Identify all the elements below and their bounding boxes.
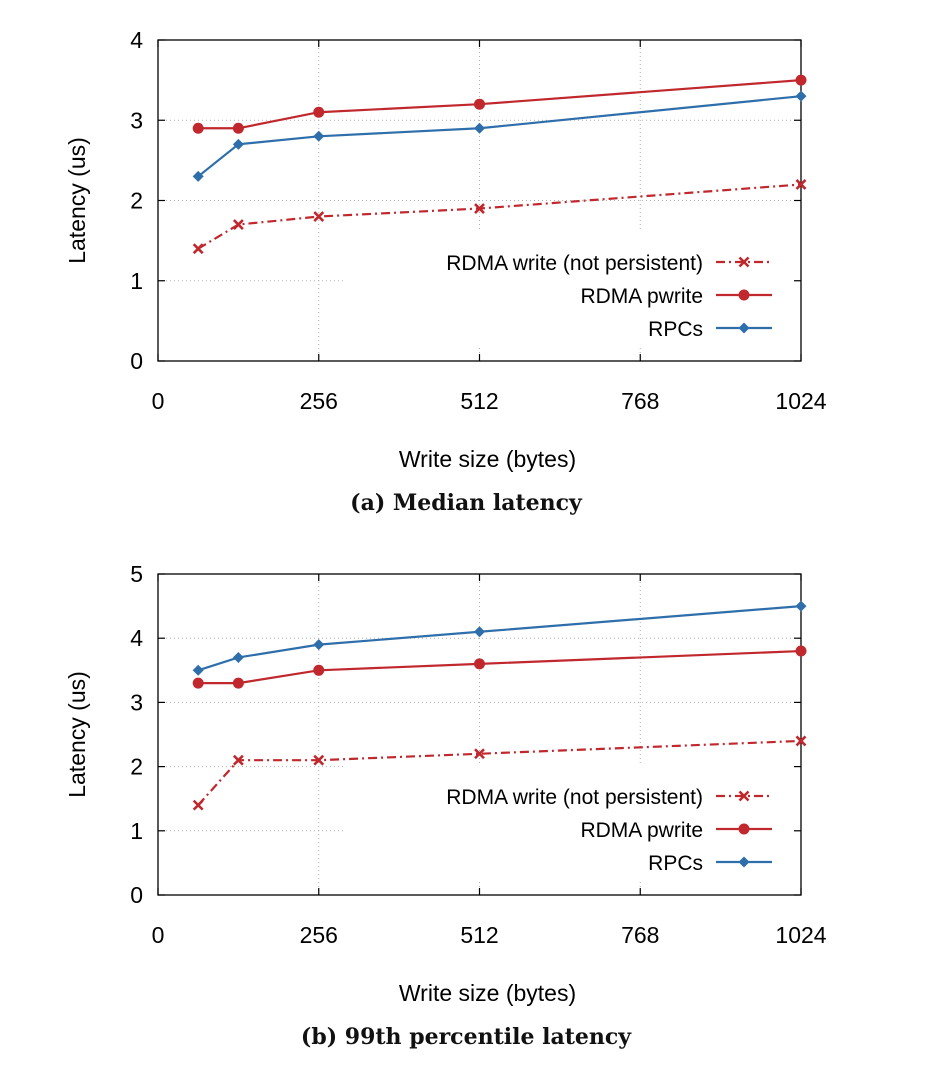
- chart0-series-line-rpcs: [197, 95, 802, 178]
- chart1-point-rpcs: [232, 651, 244, 663]
- chart0-point-rpcs: [313, 130, 325, 142]
- chart0-point-rpcs: [474, 122, 485, 134]
- chart0-legend-label-rdma-write-not-persistent: RDMA write (not persistent): [446, 252, 703, 275]
- chart1-point-rdma-pwrite: [795, 645, 807, 657]
- chart-median-latency: 0 256 512 768 1024 0 1 2 3 4 Write size (bytes) Lat…: [0, 0, 932, 530]
- chart1-legend-marker-rpcs: [738, 856, 750, 868]
- chart1-y-tick-label: 4: [130, 625, 143, 651]
- chart0-x-axis-label: Write size (bytes): [399, 446, 576, 472]
- chart0-point-rdma-pwrite: [232, 122, 244, 134]
- chart0-point-rdma-pwrite: [795, 74, 807, 86]
- chart0-point-rdma-write-not-persistent: [313, 211, 325, 222]
- chart1-point-rpcs: [313, 639, 325, 651]
- chart1-point-rpcs: [192, 664, 204, 676]
- chart0-point-rpcs: [795, 90, 807, 102]
- chart1-series-line-rdma-pwrite: [198, 649, 802, 685]
- chart0-point-rdma-pwrite: [474, 98, 485, 110]
- chart0-x-tick-label: 512: [460, 388, 498, 414]
- chart0-y-tick-label: 3: [130, 107, 143, 133]
- chart0-legend-label-rpcs: RPCs: [648, 318, 703, 341]
- chart1-point-rdma-write-not-persistent: [795, 735, 807, 747]
- chart1-y-tick-label: 2: [130, 754, 143, 780]
- chart1-x-tick-label: 512: [460, 922, 498, 948]
- chart0-legend-marker-rdma-write-not-persistent: [738, 256, 750, 268]
- chart1-legend-marker-rdma-pwrite: [738, 823, 750, 835]
- chart-median-latency-plot: 0 256 512 768 1024 0 1 2 3 4 Write size (bytes) Lat…: [64, 27, 827, 472]
- chart1-point-rpcs: [474, 626, 485, 638]
- chart1-y-tick-label: 1: [130, 818, 143, 844]
- chart1-legend-marker-rdma-write-not-persistent: [738, 790, 750, 802]
- chart0-x-tick-label: 0: [152, 388, 165, 414]
- chart0-legend-label-rdma-pwrite: RDMA pwrite: [580, 285, 703, 308]
- chart1-y-tick-label: 3: [130, 689, 143, 715]
- chart0-x-tick-label: 768: [621, 388, 659, 414]
- chart1-legend-label-rdma-write-not-persistent: RDMA write (not persistent): [446, 786, 703, 809]
- chart0-y-tick-label: 1: [130, 268, 143, 294]
- chart1-x-axis-label: Write size (bytes): [399, 980, 576, 1006]
- chart0-point-rdma-write-not-persistent: [232, 219, 244, 230]
- chart0-x-tick-label: 256: [300, 388, 338, 414]
- chart-99th-percentile-latency-plot: 0 256 512 768 1024 0 1 2 3 4 5 Write size (bytes) La…: [64, 561, 827, 1006]
- chart1-x-tick-label: 0: [152, 922, 165, 948]
- chart1-point-rdma-pwrite: [192, 677, 204, 689]
- chart1-x-tick-label: 1024: [775, 922, 826, 948]
- chart1-point-rdma-write-not-persistent: [192, 799, 204, 811]
- chart0-point-rdma-pwrite: [192, 122, 204, 134]
- chart1-x-tick-label: 256: [300, 922, 338, 948]
- chart0-point-rpcs: [192, 170, 204, 182]
- chart1-x-tick-label: 768: [621, 922, 659, 948]
- chart1-y-axis-label: Latency (us): [64, 671, 90, 798]
- chart1-point-rdma-pwrite: [474, 658, 485, 670]
- chart0-y-axis-label: Latency (us): [64, 137, 90, 264]
- chart0-legend-marker-rdma-pwrite: [738, 289, 750, 301]
- chart1-legend-label-rdma-pwrite: RDMA pwrite: [580, 819, 703, 842]
- chart1-y-tick-label: 0: [130, 882, 143, 908]
- chart1-point-rdma-pwrite: [232, 677, 244, 689]
- caption-median-latency: (a) Median latency: [350, 490, 582, 516]
- chart0-x-tick-label: 1024: [775, 388, 826, 414]
- chart0-point-rdma-write-not-persistent: [795, 179, 807, 190]
- chart1-legend-box: [345, 766, 800, 881]
- chart0-point-rdma-write-not-persistent: [192, 243, 204, 255]
- chart0-y-tick-label: 2: [130, 188, 143, 214]
- caption-99th-percentile-latency: (b) 99th percentile latency: [300, 1024, 632, 1050]
- chart1-point-rdma-write-not-persistent: [232, 754, 244, 766]
- chart0-point-rdma-pwrite: [313, 106, 325, 118]
- chart1-legend-label-rpcs: RPCs: [648, 852, 703, 875]
- chart1-point-rdma-pwrite: [313, 664, 325, 676]
- chart0-y-tick-label: 0: [130, 348, 143, 374]
- chart0-point-rpcs: [232, 138, 244, 150]
- chart-99th-percentile-latency: 0 256 512 768 1024 0 1 2 3 4 5 Write size (bytes) La…: [0, 534, 932, 1074]
- chart0-y-tick-label: 4: [130, 27, 143, 53]
- chart0-legend-marker-rpcs: [738, 322, 750, 334]
- chart1-point-rpcs: [795, 600, 807, 612]
- chart0-legend-box: [345, 232, 800, 347]
- chart1-point-rdma-write-not-persistent: [474, 748, 485, 760]
- chart1-point-rdma-write-not-persistent: [313, 754, 325, 766]
- chart0-point-rdma-write-not-persistent: [474, 203, 485, 214]
- chart1-y-tick-label: 5: [130, 561, 143, 587]
